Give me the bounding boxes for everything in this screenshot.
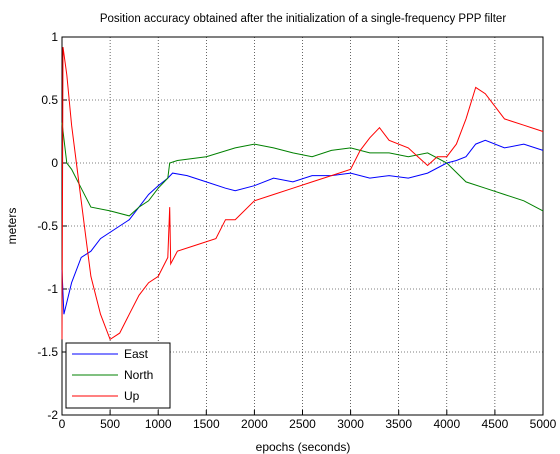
x-tick-label: 1000 [145,417,172,431]
y-tick-label: -0.5 [37,219,58,233]
x-tick-label: 500 [100,417,120,431]
legend-label: North [124,368,153,382]
series-line [61,139,544,315]
y-axis-label: meters [5,208,19,245]
x-tick-label: 5000 [530,417,557,431]
x-tick-label: 2000 [241,417,268,431]
y-tick-label: -1 [47,282,58,296]
x-tick-label: 2500 [289,417,316,431]
y-tick-label: 0.5 [41,93,58,107]
y-tick-label: 1 [51,30,58,44]
x-tick-label: 3000 [337,417,364,431]
x-tick-label: 3500 [385,417,412,431]
chart-title: Position accuracy obtained after the ini… [100,13,507,25]
y-tick-label: -2 [47,408,58,422]
legend-label: East [124,347,149,361]
y-tick-label: 0 [51,156,58,170]
series-line [61,47,544,341]
x-tick-label: 4000 [433,417,460,431]
x-tick-label: 0 [59,417,66,431]
x-axis-label: epochs (seconds) [256,440,351,454]
y-tick-label: -1.5 [37,345,58,359]
x-tick-label: 4500 [482,417,509,431]
series-line [61,122,544,217]
legend-label: Up [124,389,140,403]
x-tick-label: 1500 [193,417,220,431]
